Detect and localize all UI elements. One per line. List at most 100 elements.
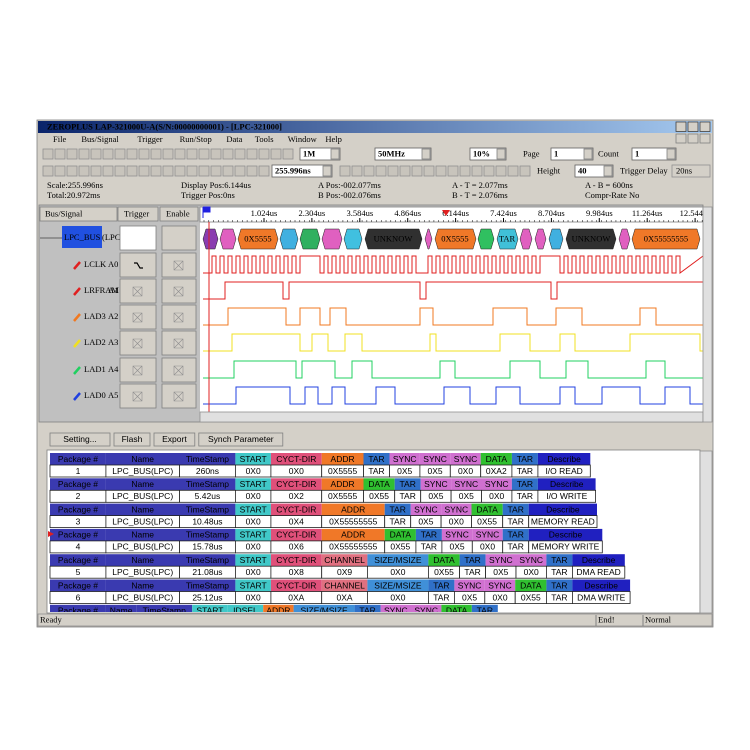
combo-arrow[interactable] (666, 148, 676, 160)
button[interactable] (113, 432, 151, 447)
window-control[interactable] (675, 121, 687, 132)
toolbar-icon[interactable] (174, 148, 186, 160)
button-label[interactable]: Synch Parameter (208, 434, 274, 444)
h-scrollbar[interactable] (199, 411, 704, 423)
button[interactable] (198, 432, 284, 447)
toolbar-icon[interactable] (351, 165, 363, 177)
toolbar-icon[interactable] (258, 148, 270, 160)
toolbar-icon[interactable] (375, 165, 387, 177)
toolbar-icon[interactable] (270, 148, 282, 160)
toolbar-icon[interactable] (507, 165, 519, 177)
toolbar-icon[interactable] (387, 165, 399, 177)
menu-item[interactable]: Tools (255, 134, 274, 144)
toolbar-icon[interactable] (411, 165, 423, 177)
toolbar-icon[interactable] (399, 165, 411, 177)
toolbar-icon[interactable] (186, 148, 198, 160)
toolbar-icon[interactable] (54, 165, 66, 177)
toolbar-icon[interactable] (258, 165, 270, 177)
toolbar-icon[interactable] (234, 148, 246, 160)
window-control[interactable] (699, 121, 711, 132)
menu-item[interactable]: Window (288, 134, 318, 144)
toolbar-icon[interactable] (210, 165, 222, 177)
toolbar-icon[interactable] (222, 148, 234, 160)
toolbar-icon[interactable] (78, 165, 90, 177)
button[interactable] (49, 432, 111, 447)
toolbar-icon[interactable] (102, 148, 114, 160)
toolbar-icon[interactable] (54, 148, 66, 160)
toolbar-icon[interactable] (150, 148, 162, 160)
toolbar-icon[interactable] (198, 148, 210, 160)
toolbar-icon[interactable] (423, 165, 435, 177)
button[interactable] (153, 432, 196, 447)
packet-value: TAR (421, 542, 437, 552)
combo-arrow[interactable] (330, 148, 340, 160)
combo-arrow[interactable] (421, 148, 431, 160)
waveform (203, 386, 703, 405)
window-control[interactable] (687, 133, 699, 144)
toolbar-icon[interactable] (210, 148, 222, 160)
toolbar-icon[interactable] (138, 165, 150, 177)
toolbar-icon[interactable] (519, 165, 531, 177)
toolbar-icon[interactable] (186, 165, 198, 177)
menu-item[interactable]: Trigger (137, 134, 162, 144)
menu-item[interactable]: Bus/Signal (81, 134, 119, 144)
toolbar-icon[interactable] (246, 165, 258, 177)
table-scrollbar[interactable] (699, 450, 713, 614)
toolbar-icon[interactable] (66, 148, 78, 160)
menu-item[interactable]: Help (325, 134, 342, 144)
enable-cell[interactable] (161, 225, 197, 251)
toolbar-icon[interactable] (150, 165, 162, 177)
toolbar-icon[interactable] (174, 165, 186, 177)
toolbar-icon[interactable] (126, 148, 138, 160)
toolbar-icon[interactable] (114, 148, 126, 160)
window-control[interactable] (699, 133, 711, 144)
toolbar-icon[interactable] (90, 148, 102, 160)
toolbar-icon[interactable] (102, 165, 114, 177)
menu-item[interactable]: Run/Stop (180, 134, 212, 144)
toolbar-icon[interactable] (459, 165, 471, 177)
toolbar-icon[interactable] (234, 165, 246, 177)
combo-arrow[interactable] (603, 165, 613, 177)
button-label[interactable]: Setting... (63, 434, 97, 444)
combo-arrow[interactable] (322, 165, 332, 177)
toolbar-icon[interactable] (162, 165, 174, 177)
toolbar-icon[interactable] (483, 165, 495, 177)
combo-arrow[interactable] (496, 148, 506, 160)
toolbar-icon[interactable] (339, 165, 351, 177)
toolbar-icon[interactable] (495, 165, 507, 177)
v-scrollbar[interactable] (702, 206, 713, 423)
combo-box[interactable] (374, 147, 432, 161)
toolbar-icon[interactable] (222, 165, 234, 177)
toolbar-icon[interactable] (42, 165, 54, 177)
toolbar-icon[interactable] (114, 165, 126, 177)
toolbar-icon[interactable] (138, 148, 150, 160)
menu-item[interactable]: Data (226, 134, 242, 144)
button-label[interactable]: Export (162, 434, 187, 444)
menu-item[interactable]: File (53, 134, 66, 144)
trigger-cell[interactable] (119, 225, 157, 251)
toolbar-icon[interactable] (435, 165, 447, 177)
toolbar-icon[interactable] (78, 148, 90, 160)
toolbar-icon[interactable] (471, 165, 483, 177)
window-control[interactable] (675, 133, 687, 144)
enable-icon (173, 365, 184, 376)
toolbar-icon[interactable] (162, 148, 174, 160)
combo-box[interactable] (574, 164, 614, 178)
combo-box[interactable] (550, 147, 594, 161)
toolbar-icon[interactable] (363, 165, 375, 177)
window-control[interactable] (687, 121, 699, 132)
toolbar-icon[interactable] (90, 165, 102, 177)
combo-arrow[interactable] (583, 148, 593, 160)
combo-box[interactable] (631, 147, 677, 161)
button-label[interactable]: Flash (122, 434, 143, 444)
toolbar-icon[interactable] (246, 148, 258, 160)
toolbar-icon[interactable] (42, 148, 54, 160)
toolbar-icon[interactable] (447, 165, 459, 177)
packet-header: TAR (517, 479, 533, 489)
toolbar-icon[interactable] (198, 165, 210, 177)
toolbar-icon[interactable] (282, 148, 294, 160)
toolbar-icon[interactable] (66, 165, 78, 177)
combo-box[interactable] (271, 164, 333, 178)
combo-box[interactable] (299, 147, 341, 161)
toolbar-icon[interactable] (126, 165, 138, 177)
